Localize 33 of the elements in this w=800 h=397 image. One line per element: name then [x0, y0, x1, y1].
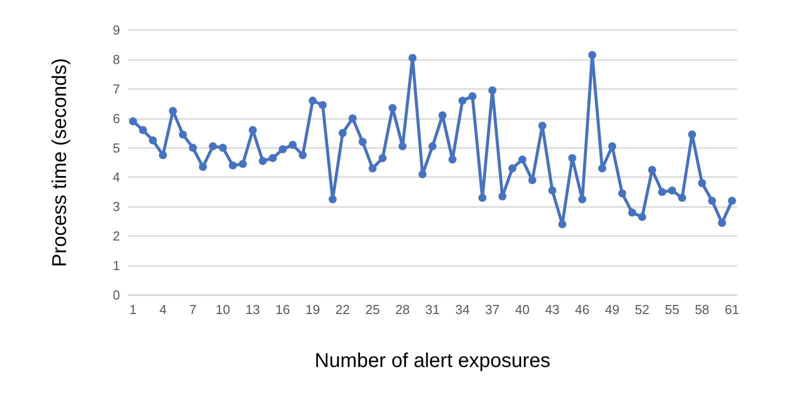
x-tick-label: 43 — [545, 302, 560, 317]
x-tick-label: 16 — [276, 302, 290, 317]
y-tick-label: 1 — [112, 258, 120, 274]
x-tick-label: 55 — [664, 302, 680, 317]
y-tick-label: 5 — [112, 140, 120, 156]
y-tick-label: 2 — [112, 228, 120, 244]
x-tick-label: 7 — [189, 302, 197, 317]
y-tick-label: 8 — [112, 52, 120, 67]
x-tick-label: 28 — [395, 302, 410, 317]
x-tick-label: 61 — [724, 302, 740, 317]
x-tick-label: 10 — [216, 302, 230, 317]
x-tick-label: 31 — [425, 302, 440, 317]
y-axis-title: Process time (seconds) — [49, 58, 71, 267]
x-tick-label: 19 — [305, 302, 320, 317]
x-tick-label: 40 — [515, 302, 530, 317]
y-tick-label: 9 — [112, 22, 120, 38]
y-tick-label: 4 — [112, 170, 120, 185]
x-tick-label: 34 — [455, 302, 470, 317]
x-tick-label: 49 — [604, 302, 620, 317]
x-tick-label: 22 — [335, 302, 350, 317]
x-tick-label: 46 — [575, 302, 590, 317]
x-tick-label: 4 — [159, 302, 167, 317]
x-tick-label: 25 — [365, 302, 380, 317]
y-tick-label: 0 — [112, 288, 120, 302]
x-tick-label: 13 — [246, 302, 260, 317]
y-tick-label: 6 — [112, 110, 120, 126]
x-tick-label: 1 — [129, 302, 137, 317]
x-tick-label: 52 — [634, 302, 650, 317]
x-tick-label: 37 — [485, 302, 500, 317]
x-axis-title: Number of alert exposures — [314, 350, 550, 372]
y-tick-label: 3 — [112, 199, 120, 214]
x-tick-label: 58 — [694, 302, 710, 317]
y-tick-label: 7 — [112, 81, 120, 96]
